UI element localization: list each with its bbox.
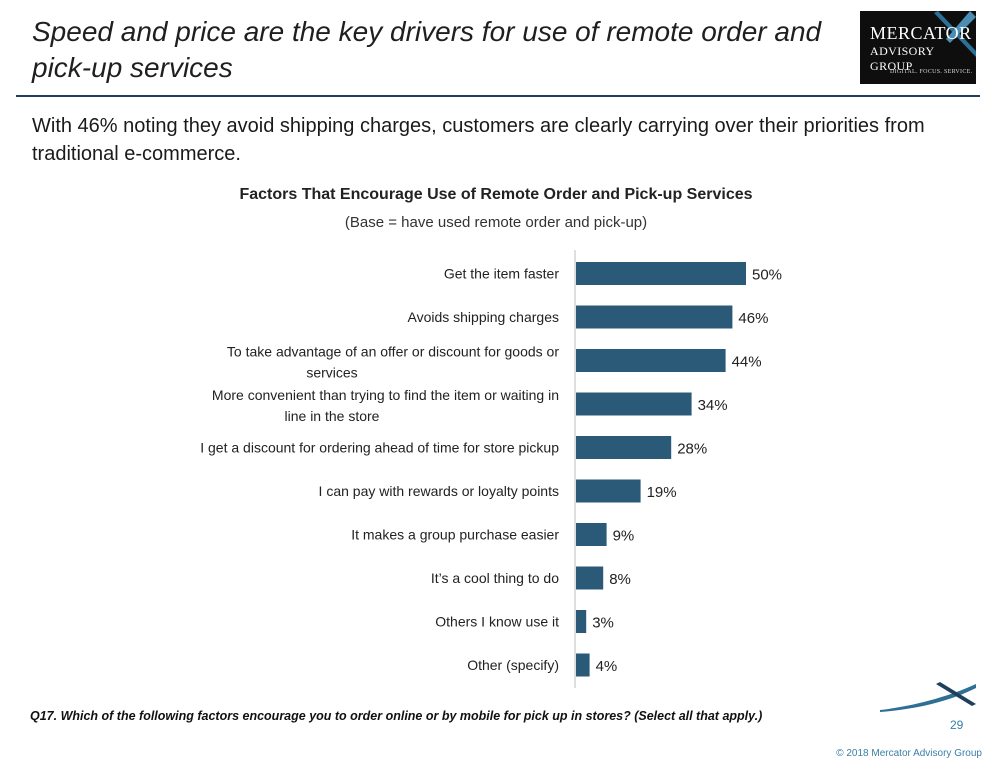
bar-value-label: 44% bbox=[732, 354, 762, 371]
category-label: I can pay with rewards or loyalty points bbox=[319, 483, 559, 499]
category-label: It’s a cool thing to do bbox=[431, 570, 559, 586]
bar-chart: 50% Get the item faster 46% Avoids shipping… bbox=[200, 250, 782, 688]
survey-question-footnote: Q17. Which of the following factors enco… bbox=[30, 709, 763, 723]
bar-value-label: 28% bbox=[677, 441, 707, 458]
bar bbox=[576, 610, 587, 633]
bar bbox=[576, 479, 641, 503]
chart-title: Factors That Encourage Use of Remote Ord… bbox=[239, 186, 753, 203]
logo-tagline: DIGITAL. FOCUS. SERVICE. bbox=[890, 69, 973, 75]
bar bbox=[576, 349, 726, 372]
bar-value-label: 8% bbox=[609, 571, 631, 588]
category-label: To take advantage of an offer or discoun… bbox=[227, 344, 559, 381]
bar-value-label: 34% bbox=[698, 397, 728, 414]
bar bbox=[576, 436, 672, 459]
category-label: Others I know use it bbox=[435, 614, 559, 630]
title-divider bbox=[16, 95, 980, 97]
category-label: Get the item faster bbox=[444, 266, 559, 282]
bar-value-label: 46% bbox=[738, 310, 768, 327]
slide-subtitle: With 46% noting they avoid shipping char… bbox=[32, 115, 925, 165]
swoosh-decoration-icon bbox=[880, 682, 976, 712]
bar-value-label: 19% bbox=[647, 484, 677, 501]
category-label: It makes a group purchase easier bbox=[351, 527, 559, 543]
mercator-logo: MERCATOR ADVISORY GROUP DIGITAL. FOCUS. … bbox=[860, 11, 976, 84]
bar-value-label: 9% bbox=[613, 528, 635, 545]
chart-subtitle: (Base = have used remote order and pick-… bbox=[344, 214, 648, 231]
logo-line2: ADVISORY GROUP bbox=[870, 44, 935, 73]
bar bbox=[576, 392, 692, 416]
category-label: More convenient than trying to find the … bbox=[212, 387, 559, 424]
bar bbox=[576, 566, 604, 590]
bar bbox=[576, 653, 590, 677]
category-label: I get a discount for ordering ahead of t… bbox=[200, 440, 559, 456]
bar-value-label: 4% bbox=[596, 658, 618, 675]
category-label: Avoids shipping charges bbox=[407, 309, 559, 325]
bar-value-label: 3% bbox=[592, 615, 614, 632]
category-label: Other (specify) bbox=[467, 657, 559, 673]
slide-title: Speed and price are the key drivers for … bbox=[32, 16, 822, 83]
logo-x-mark-icon bbox=[934, 11, 976, 57]
bar bbox=[576, 523, 607, 546]
bar bbox=[576, 262, 746, 285]
logo-line1: MERCATOR bbox=[870, 23, 972, 43]
bar-value-label: 50% bbox=[752, 267, 782, 284]
bar bbox=[576, 305, 733, 329]
page-number: 29 bbox=[950, 718, 964, 732]
copyright-notice: © 2018 Mercator Advisory Group bbox=[836, 748, 982, 759]
